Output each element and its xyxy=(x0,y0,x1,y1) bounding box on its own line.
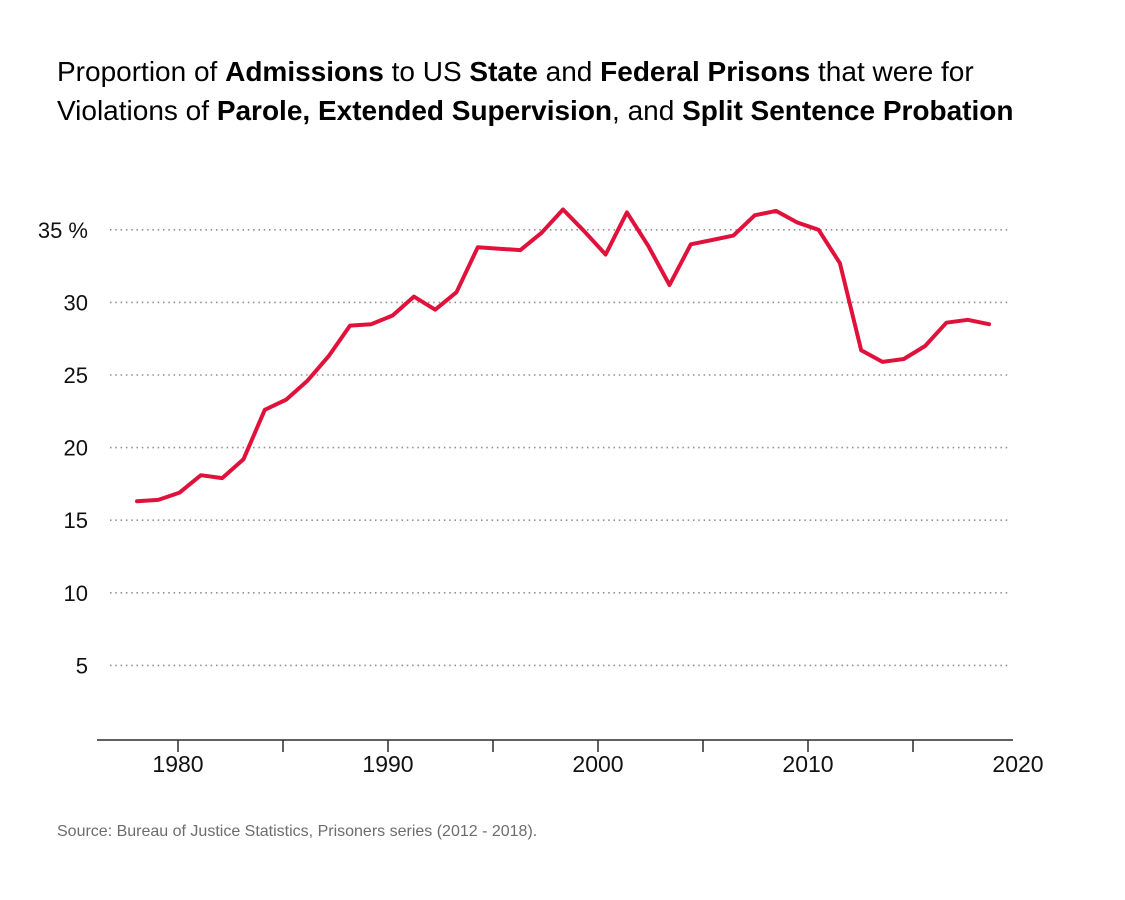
title-emphasis: Parole, Extended Supervision xyxy=(216,95,613,126)
title-emphasis: State xyxy=(469,56,538,87)
title-emphasis: Federal Prisons xyxy=(600,56,811,87)
title-text: that were for xyxy=(810,56,974,87)
y-tick-label: 10 xyxy=(64,581,88,606)
y-tick-label: 20 xyxy=(64,436,88,461)
title-line: Violations of Parole, Extended Supervisi… xyxy=(57,91,1077,130)
title-line: Proportion of Admissions to US State and… xyxy=(57,52,1077,91)
y-tick-label: 35 % xyxy=(38,218,88,243)
y-tick-label: 15 xyxy=(64,508,88,533)
title-text: Violations of xyxy=(57,95,217,126)
title-text: , and xyxy=(612,95,683,126)
title-text: to US xyxy=(383,56,470,87)
x-tick-label: 1980 xyxy=(152,751,203,777)
source-note: Source: Bureau of Justice Statistics, Pr… xyxy=(57,823,538,840)
x-tick-label: 2000 xyxy=(572,751,623,777)
y-tick-label: 5 xyxy=(76,653,88,678)
x-tick-label: 1990 xyxy=(362,751,413,777)
x-tick-label: 2010 xyxy=(782,751,833,777)
y-tick-label: 30 xyxy=(64,290,88,315)
title-emphasis: Split Sentence Probation xyxy=(682,95,1014,126)
title-emphasis: Admissions xyxy=(225,56,384,87)
x-tick-label: 2020 xyxy=(992,751,1043,777)
chart-title: Proportion of Admissions to US State and… xyxy=(57,52,1077,130)
data-line xyxy=(135,207,991,504)
title-text: and xyxy=(537,56,601,87)
y-tick-label: 25 xyxy=(64,363,88,388)
title-text: Proportion of xyxy=(57,56,226,87)
